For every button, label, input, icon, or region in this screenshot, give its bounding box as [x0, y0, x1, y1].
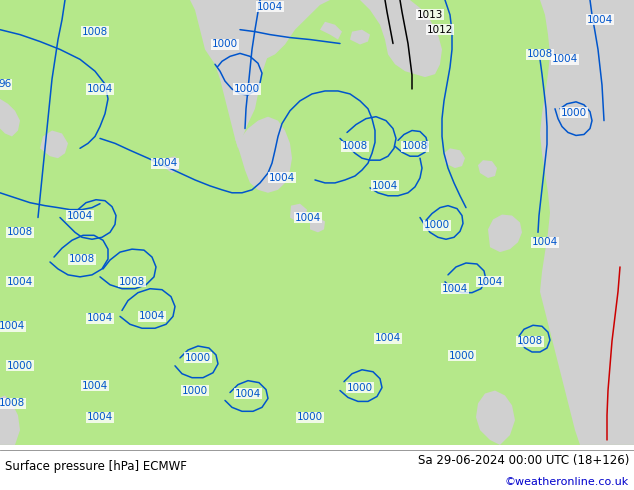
Text: 1004: 1004	[67, 211, 93, 220]
Text: 1000: 1000	[561, 108, 587, 118]
Text: 1000: 1000	[185, 353, 211, 363]
Text: 1008: 1008	[0, 398, 25, 408]
Text: 1008: 1008	[82, 26, 108, 37]
Polygon shape	[0, 395, 20, 445]
Polygon shape	[488, 215, 522, 252]
Text: 1012: 1012	[427, 24, 453, 35]
Text: 1004: 1004	[139, 311, 165, 321]
Polygon shape	[350, 30, 370, 45]
Text: 1000: 1000	[449, 351, 475, 361]
Text: 1008: 1008	[7, 227, 33, 237]
Text: 1004: 1004	[269, 173, 295, 183]
Text: 1004: 1004	[257, 2, 283, 12]
Text: 1000: 1000	[182, 386, 208, 395]
Text: 1004: 1004	[477, 277, 503, 287]
Text: 1000: 1000	[7, 361, 33, 371]
Text: 1004: 1004	[295, 213, 321, 222]
Polygon shape	[540, 0, 634, 445]
Text: 1004: 1004	[87, 84, 113, 94]
Polygon shape	[360, 0, 442, 77]
Text: 1004: 1004	[152, 158, 178, 168]
Text: 1004: 1004	[87, 314, 113, 323]
Polygon shape	[190, 0, 310, 148]
Polygon shape	[444, 148, 465, 168]
Polygon shape	[40, 130, 68, 158]
Text: 1004: 1004	[442, 284, 468, 294]
Polygon shape	[165, 156, 180, 173]
Text: 1008: 1008	[342, 141, 368, 151]
Polygon shape	[0, 99, 20, 136]
Text: ©weatheronline.co.uk: ©weatheronline.co.uk	[505, 477, 629, 487]
Polygon shape	[290, 204, 307, 222]
Text: 1000: 1000	[297, 412, 323, 422]
Text: 1008: 1008	[119, 277, 145, 287]
Polygon shape	[478, 160, 497, 178]
Text: 1004: 1004	[235, 389, 261, 398]
Text: 1008: 1008	[69, 254, 95, 264]
Text: Surface pressure [hPa] ECMWF: Surface pressure [hPa] ECMWF	[5, 460, 187, 473]
Text: Sa 29-06-2024 00:00 UTC (18+126): Sa 29-06-2024 00:00 UTC (18+126)	[418, 454, 629, 467]
Text: 1000: 1000	[234, 84, 260, 94]
Text: 1008: 1008	[527, 49, 553, 59]
Text: 1004: 1004	[372, 181, 398, 191]
Text: 1004: 1004	[532, 237, 558, 247]
Text: 1004: 1004	[587, 15, 613, 25]
Text: 1000: 1000	[347, 383, 373, 392]
Text: 1004: 1004	[375, 333, 401, 343]
Polygon shape	[195, 0, 330, 59]
Polygon shape	[320, 22, 342, 40]
Text: 1013: 1013	[417, 10, 443, 20]
Text: 1004: 1004	[82, 381, 108, 391]
Polygon shape	[235, 117, 292, 193]
Text: 1004: 1004	[7, 277, 33, 287]
Text: 1000: 1000	[212, 40, 238, 49]
Text: 1008: 1008	[517, 336, 543, 346]
Text: 1000: 1000	[424, 220, 450, 230]
Text: 1004: 1004	[0, 321, 25, 331]
Polygon shape	[310, 218, 325, 232]
Polygon shape	[476, 391, 515, 445]
Text: 1004: 1004	[87, 412, 113, 422]
Text: 96: 96	[0, 79, 11, 89]
Text: 1008: 1008	[402, 141, 428, 151]
Text: 1004: 1004	[552, 54, 578, 64]
